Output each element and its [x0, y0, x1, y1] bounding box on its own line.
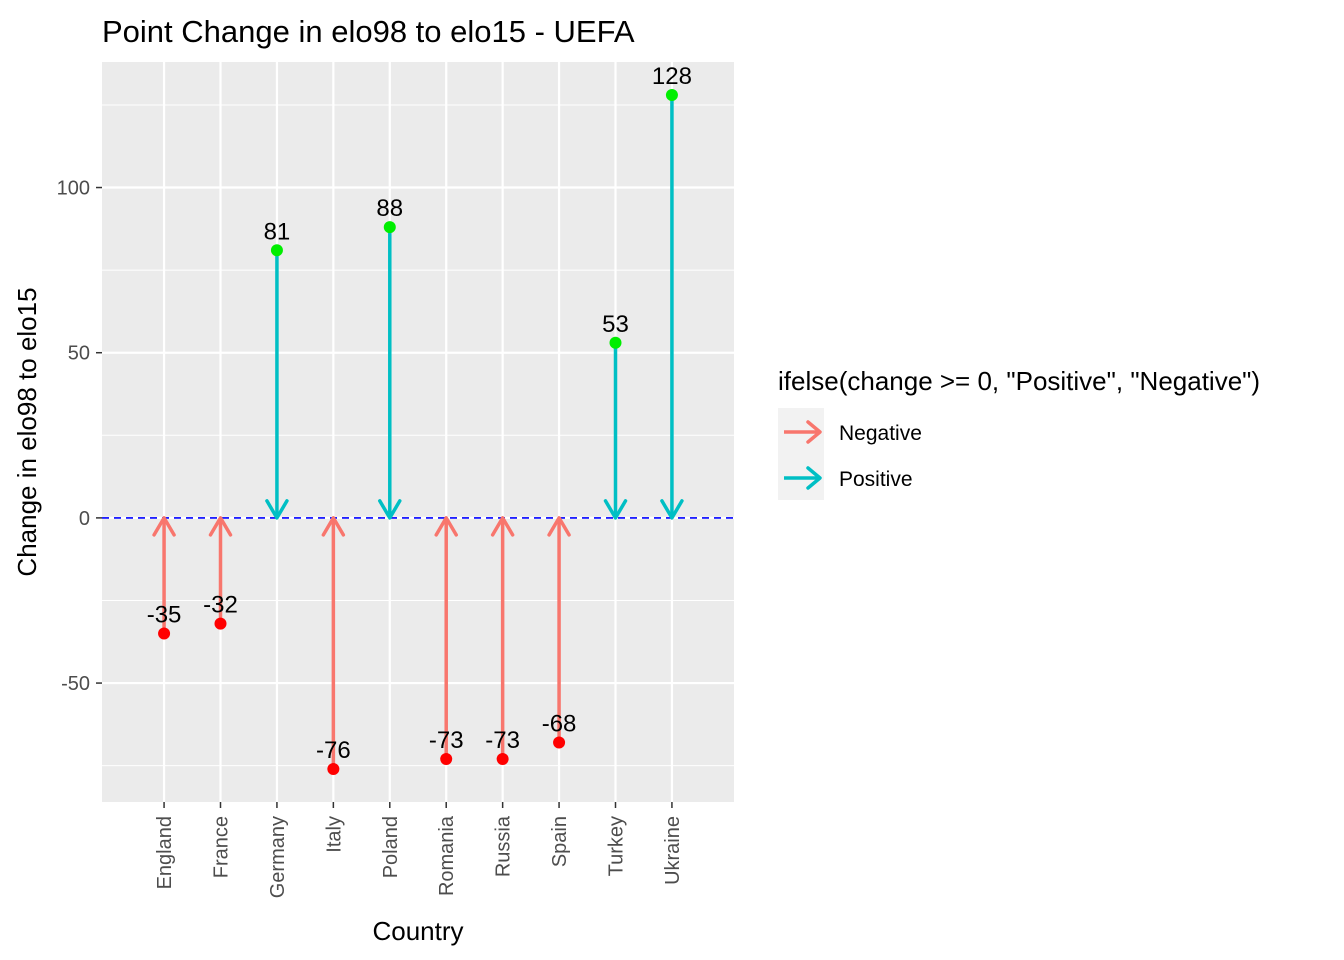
- y-tick-label: 100: [57, 178, 90, 200]
- x-tick-label: England: [154, 816, 176, 889]
- arrow-head: [434, 516, 458, 537]
- data-labels: -35 -32 81 -76 88 -73 -73 -68 53 128: [147, 63, 692, 764]
- x-tick-label: Germany: [267, 816, 289, 898]
- data-point: [327, 762, 340, 775]
- arrow-head: [547, 516, 571, 537]
- data-point: [496, 753, 509, 766]
- arrow-head: [660, 499, 684, 520]
- arrow-head: [603, 499, 628, 520]
- y-tick-label: -50: [61, 673, 90, 695]
- y-axis-title: Change in elo98 to elo15: [12, 287, 42, 576]
- y-tick-label: 0: [79, 508, 90, 530]
- data-label: -32: [203, 592, 238, 619]
- arrow-head: [208, 516, 233, 537]
- x-tick-label: Ukraine: [662, 816, 684, 885]
- legend-label: Positive: [839, 468, 913, 491]
- plot-panel: [102, 62, 734, 802]
- arrow-head: [490, 516, 515, 537]
- chart-title: Point Change in elo98 to elo15 - UEFA: [102, 14, 635, 49]
- data-point: [270, 244, 283, 257]
- arrow-head: [265, 499, 289, 520]
- data-label: 53: [602, 311, 629, 338]
- data-point: [440, 753, 453, 766]
- data-label: -35: [147, 602, 182, 629]
- data-label: -76: [316, 737, 351, 764]
- y-axis: -50 0 50 100: [57, 178, 102, 695]
- data-point: [553, 736, 566, 749]
- legend-label: Negative: [839, 422, 922, 445]
- points: [158, 89, 678, 775]
- x-tick-label: Poland: [380, 816, 402, 878]
- arrow-head: [378, 499, 402, 520]
- data-point: [665, 89, 678, 102]
- x-tick-label: Romania: [436, 815, 458, 896]
- arrows: [152, 95, 684, 769]
- x-tick-label: Spain: [549, 816, 571, 867]
- x-tick-label: Turkey: [606, 816, 628, 876]
- legend-key-background: [778, 408, 824, 500]
- y-tick-label: 50: [68, 343, 90, 365]
- grid-minor: [102, 104, 734, 767]
- legend: ifelse(change >= 0, "Positive", "Negativ…: [778, 366, 1260, 500]
- data-label: 88: [376, 195, 403, 222]
- legend-key-arrow-head: [806, 420, 822, 444]
- data-label: -73: [485, 727, 520, 754]
- data-point: [609, 336, 622, 349]
- x-axis: England France Germany Italy Poland Romania Ru…: [154, 802, 684, 898]
- legend-keys: Negative Positive: [778, 408, 922, 500]
- x-tick-label: Russia: [493, 815, 515, 877]
- x-tick-label: France: [211, 816, 233, 878]
- data-label: -68: [542, 711, 577, 738]
- data-point: [383, 221, 396, 234]
- legend-title: ifelse(change >= 0, "Positive", "Negativ…: [778, 366, 1260, 396]
- data-label: 81: [264, 218, 291, 245]
- data-label: 128: [652, 63, 692, 90]
- data-point: [214, 617, 227, 630]
- x-tick-label: Italy: [323, 816, 345, 853]
- data-point: [158, 627, 171, 640]
- data-label: -73: [429, 727, 464, 754]
- arrow-head: [152, 516, 176, 537]
- arrow-head: [321, 516, 346, 537]
- legend-key-arrow-head: [806, 466, 822, 490]
- x-axis-title: Country: [372, 916, 463, 946]
